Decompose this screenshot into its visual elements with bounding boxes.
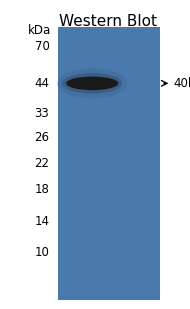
Text: kDa: kDa: [28, 24, 51, 37]
Text: 18: 18: [35, 183, 49, 196]
FancyBboxPatch shape: [58, 27, 160, 300]
Text: 44: 44: [34, 77, 49, 90]
Text: Western Blot: Western Blot: [59, 14, 157, 29]
Text: 14: 14: [34, 215, 49, 228]
Text: 70: 70: [35, 40, 49, 53]
Text: 22: 22: [34, 157, 49, 170]
Ellipse shape: [57, 68, 127, 98]
Ellipse shape: [66, 77, 118, 90]
Text: 10: 10: [35, 246, 49, 260]
Text: 40kDa: 40kDa: [173, 77, 190, 90]
Text: 26: 26: [34, 131, 49, 144]
Text: 33: 33: [35, 107, 49, 120]
Ellipse shape: [62, 73, 122, 94]
